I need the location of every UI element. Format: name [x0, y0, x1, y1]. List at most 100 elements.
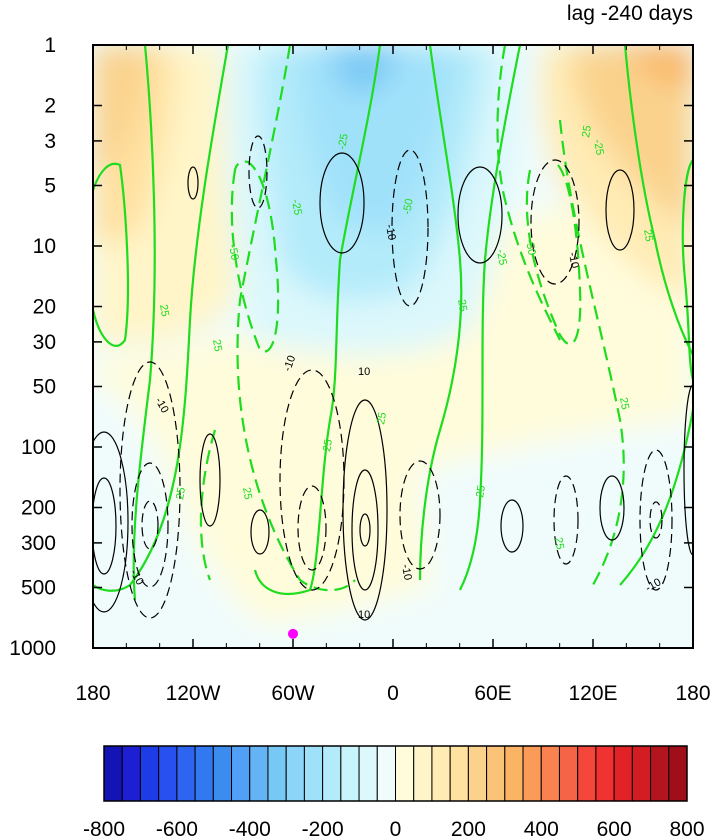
colorbar-swatch [613, 745, 633, 802]
location-marker [288, 628, 298, 639]
contour-label: 25 [617, 396, 631, 410]
contour-label: -10 [399, 563, 414, 581]
contour-label: -50 [226, 243, 241, 261]
colorbar-swatch [395, 745, 415, 802]
colorbar-swatch [249, 745, 269, 802]
shading-region [299, 45, 460, 233]
colorbar-swatch [413, 745, 433, 802]
green-contour [230, 160, 280, 353]
black-contour [297, 485, 327, 571]
black-contour [359, 513, 371, 547]
black-contour [279, 369, 345, 591]
black-contour [500, 499, 524, 553]
contour-label: 25 [157, 303, 171, 317]
contour-label: -50 [523, 238, 538, 256]
colorbar-swatch [121, 745, 141, 802]
y-tick-label: 200 [21, 497, 56, 520]
green-contour [93, 162, 130, 347]
shading-region [620, 45, 693, 90]
x-axis: 180 120W 60W 0 60E 120E 180 [75, 45, 711, 705]
x-tick-label: 120W [166, 682, 221, 705]
colorbar-label: -200 [302, 818, 344, 838]
contour-label: 25 [474, 484, 488, 498]
colorbar-swatch [431, 745, 451, 802]
plot-area: 25 25 25 25 25 25 25 25 25 25 25 25 -25 … [93, 45, 693, 648]
colorbar-swatch [595, 745, 615, 802]
y-tick-label: 300 [21, 532, 56, 555]
black-contour [639, 449, 673, 591]
y-axis: 1 2 3 5 10 20 30 50 100 200 300 500 1000 [9, 34, 693, 660]
x-tick-label: 60E [474, 682, 511, 705]
colorbar-swatch [358, 745, 378, 802]
contour-label: 25 [321, 438, 335, 452]
colorbar-frame [103, 745, 688, 802]
black-contour [187, 166, 199, 200]
black-contour [141, 500, 159, 550]
green-contour [623, 45, 693, 356]
y-tick-label: 10 [33, 235, 56, 258]
black-contour [457, 166, 503, 264]
black-contour [199, 433, 221, 527]
green-contour [418, 45, 463, 581]
black-contour [319, 152, 365, 254]
green-contour [236, 45, 356, 592]
y-tick-label: 5 [44, 174, 56, 197]
colorbar-swatch [540, 745, 560, 802]
colorbar-swatch [449, 745, 469, 802]
black-contour [131, 462, 169, 588]
black-contour [248, 135, 268, 209]
green-contour [496, 45, 561, 341]
chart-title: lag -240 days [567, 2, 693, 25]
black-contour [391, 149, 429, 307]
colorbar-swatch [577, 745, 597, 802]
colorbar-swatch [303, 745, 324, 802]
black-contour [93, 477, 117, 575]
shading-region [573, 45, 693, 230]
contour-label: 25 [210, 338, 224, 352]
y-tick-label: 30 [33, 331, 56, 354]
y-tick-label: 50 [33, 375, 56, 398]
black-contour [599, 475, 625, 541]
colorbar-swatch [194, 745, 214, 802]
x-tick-label: 180 [675, 682, 710, 705]
y-tick-label: 20 [33, 296, 56, 319]
colorbar: -800 -600 -400 -200 0 200 400 600 800 [83, 745, 705, 838]
contour-label: 10 [358, 366, 370, 378]
colorbar-swatch [139, 745, 160, 802]
colorbar-label: -400 [229, 818, 271, 838]
contour-label: 25 [641, 228, 655, 242]
shading-region [93, 45, 146, 170]
colorbar-swatch [467, 745, 488, 802]
shading-region [330, 45, 400, 95]
colorbar-swatch [340, 745, 360, 802]
y-tick-label: 3 [44, 130, 56, 153]
colorbar-swatch [322, 745, 342, 802]
colorbar-swatch [285, 745, 305, 802]
colorbar-label: -600 [156, 818, 198, 838]
green-contour [619, 409, 693, 586]
colorbar-swatch [103, 745, 123, 802]
y-tick-label: 100 [21, 436, 56, 459]
colorbar-swatch [486, 745, 506, 802]
colorbar-swatch [212, 745, 233, 802]
black-contour [649, 501, 663, 539]
contour-label: 25 [455, 298, 469, 312]
colorbar-swatch [558, 745, 579, 802]
contour-label: -25 [336, 133, 351, 151]
contour-label: -50 [401, 198, 416, 216]
x-tick-label: 120E [568, 682, 617, 705]
y-tick-label: 1000 [9, 637, 56, 660]
black-contour-layer [93, 135, 693, 621]
colorbar-swatch [631, 745, 652, 802]
colorbar-label: 800 [669, 818, 704, 838]
y-tick-label: 1 [44, 34, 56, 57]
shading-layer [93, 45, 693, 648]
black-contour [683, 384, 693, 556]
colorbar-label: 400 [524, 818, 559, 838]
colorbar-swatch [504, 745, 524, 802]
green-contour-layer [93, 45, 693, 601]
black-contour [530, 159, 580, 285]
contour-label: -10 [383, 223, 398, 241]
contour-label: -10 [282, 354, 299, 373]
contour-label: -25 [289, 198, 304, 216]
